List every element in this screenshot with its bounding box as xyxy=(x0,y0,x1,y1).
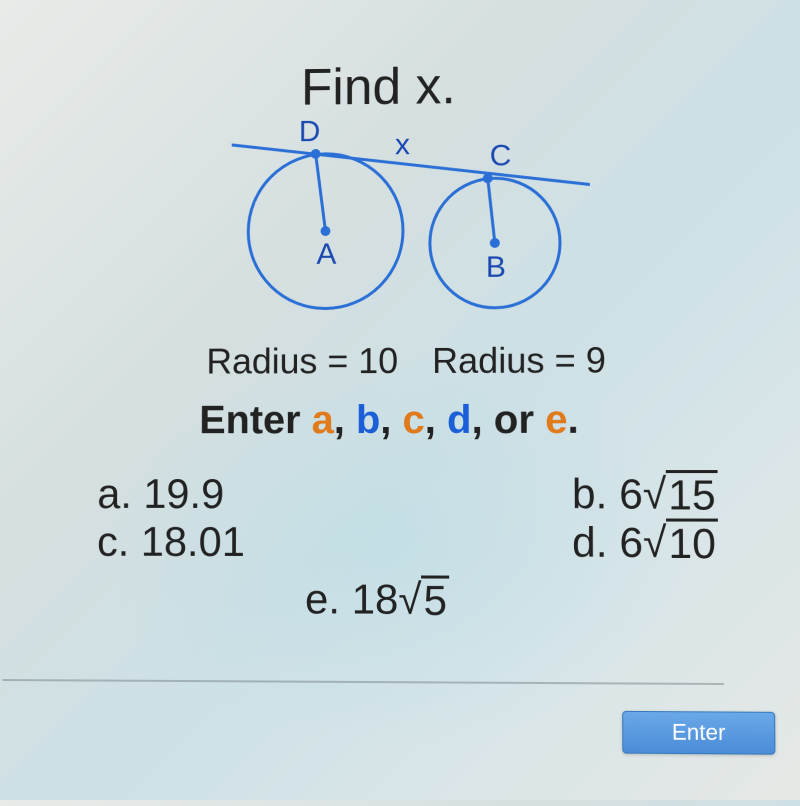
prompt-lead: Enter xyxy=(199,398,311,442)
prompt-d: d xyxy=(447,398,472,442)
answer-choices: a. 19.9 b. 6√15 c. 18.01 d. 6√10 e. 18√5 xyxy=(97,470,718,567)
input-divider xyxy=(3,679,724,685)
choice-c: c. 18.01 xyxy=(97,518,245,566)
prompt-a: a xyxy=(312,398,334,442)
radius-labels: Radius = 10 Radius = 9 xyxy=(206,339,606,382)
question-title: Find x. xyxy=(301,57,456,118)
label-x: x xyxy=(395,128,410,161)
point-a-dot xyxy=(321,226,331,236)
point-c-dot xyxy=(483,173,493,183)
geometry-diagram: D x C A B xyxy=(231,115,590,326)
label-b: B xyxy=(486,251,506,284)
choice-a: a. 19.9 xyxy=(97,470,224,518)
prompt-e: e xyxy=(545,398,568,442)
label-a: A xyxy=(316,238,336,271)
label-d: D xyxy=(299,115,320,148)
label-c: C xyxy=(490,139,512,172)
choice-e: e. 18√5 xyxy=(305,575,449,624)
point-b-dot xyxy=(490,238,500,248)
radius-b-text: Radius = 9 xyxy=(432,339,606,382)
answer-prompt: Enter a, b, c, d, or e. xyxy=(199,398,579,443)
prompt-c: c xyxy=(403,398,425,442)
enter-button[interactable]: Enter xyxy=(622,711,775,755)
choice-d: d. 6√10 xyxy=(572,518,718,567)
prompt-b: b xyxy=(356,398,380,442)
choice-b: b. 6√15 xyxy=(572,470,718,519)
radius-a-text: Radius = 10 xyxy=(206,340,398,382)
point-d-dot xyxy=(311,149,321,159)
radius-ad xyxy=(316,154,326,231)
radius-bc xyxy=(488,178,495,243)
